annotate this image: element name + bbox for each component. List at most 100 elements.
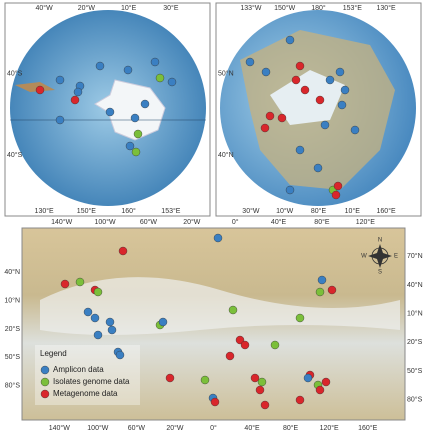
sample-point [327,285,337,295]
coordinate-label: 40°S [7,70,23,78]
sample-point [70,95,80,105]
sample-point [285,185,295,195]
sample-point [295,395,305,405]
sample-point [165,373,175,383]
coordinate-label: 40°E [271,218,287,226]
coordinate-label: 40°N [4,268,20,276]
coordinate-label: 120°E [356,218,375,226]
sample-point [158,317,168,327]
sample-point [257,377,267,387]
coordinate-label: 50°S [407,367,423,375]
compass-label: E [394,254,398,260]
compass-ring [371,247,389,265]
coordinate-label: 10°E [345,207,361,215]
sample-point [167,77,177,87]
coordinate-label: 80°E [283,424,299,432]
sample-point [321,377,331,387]
ice [270,70,345,125]
coordinate-label: 30°W [242,207,260,215]
coordinate-label: 40°N [407,281,423,289]
legend-title: Legend [40,349,67,358]
legend-label: Metagenome data [53,389,118,398]
sample-point [255,385,265,395]
sample-point [118,246,128,256]
coordinate-label: 70°N [407,252,423,260]
coordinate-label: 120°E [320,424,339,432]
coordinate-label: 10°N [4,296,20,304]
legend-swatch [40,377,50,387]
coordinate-label: 100°W [87,424,108,432]
coordinate-label: 40°N [218,151,234,159]
sample-point [317,275,327,285]
coordinate-label: 10°N [407,310,423,318]
sample-point [115,350,125,360]
sample-point [90,313,100,323]
coordinate-label: 130°E [377,4,396,12]
sample-point [270,340,280,350]
coordinate-label: 30°E [163,4,179,12]
sample-point [340,85,350,95]
legend-swatch [40,389,50,399]
sample-point [335,67,345,77]
sample-point [75,277,85,287]
coordinate-label: 10°E [121,4,137,12]
sample-point [55,75,65,85]
sample-point [73,87,83,97]
sample-point [337,100,347,110]
coordinate-label: 133°W [240,4,261,12]
sample-point [83,307,93,317]
sample-point [285,35,295,45]
sample-point [260,400,270,410]
sample-point [265,111,275,121]
coordinate-label: 0° [210,424,217,432]
sample-point [250,373,260,383]
sample-point [245,57,255,67]
sample-point [155,73,165,83]
sample-point [260,123,270,133]
sample-point [315,287,325,297]
coordinate-label: 80°E [314,218,330,226]
sample-point [350,125,360,135]
sample-point [210,397,220,407]
sample-point [35,85,45,95]
compass-rose [368,244,392,268]
coordinate-label: 40°E [244,424,260,432]
coordinate-label: 153°E [343,4,362,12]
coordinate-label: 100°W [95,218,116,226]
sample-point [295,61,305,71]
coordinate-label: 160° [121,207,136,215]
sample-point [295,313,305,323]
coordinate-label: 150°W [274,4,295,12]
coordinate-label: 80°E [311,207,327,215]
sample-point [107,325,117,335]
sample-point [291,75,301,85]
coordinate-label: 40°W [36,4,54,12]
sample-point [325,75,335,85]
sample-point [320,120,330,130]
sample-point [277,113,287,123]
coordinate-label: 50°S [5,353,21,361]
sample-point [105,107,115,117]
coordinate-label: 20°S [407,338,423,346]
landmass [15,82,55,92]
sample-point [313,163,323,173]
sample-point [55,115,65,125]
legend-swatch [40,365,50,375]
sample-point [261,67,271,77]
sample-point [315,385,325,395]
coordinate-label: 180° [311,4,326,12]
sample-point [225,351,235,361]
sample-point [150,57,160,67]
sample-point [228,305,238,315]
coordinate-label: 20°W [166,424,184,432]
compass-label: N [378,238,382,244]
sample-point [93,330,103,340]
sample-point [213,233,223,243]
coordinate-label: 80°S [407,396,423,404]
coordinate-label: 0° [232,218,239,226]
sample-point [131,147,141,157]
sample-point [303,373,313,383]
coordinate-label: 20°W [183,218,201,226]
